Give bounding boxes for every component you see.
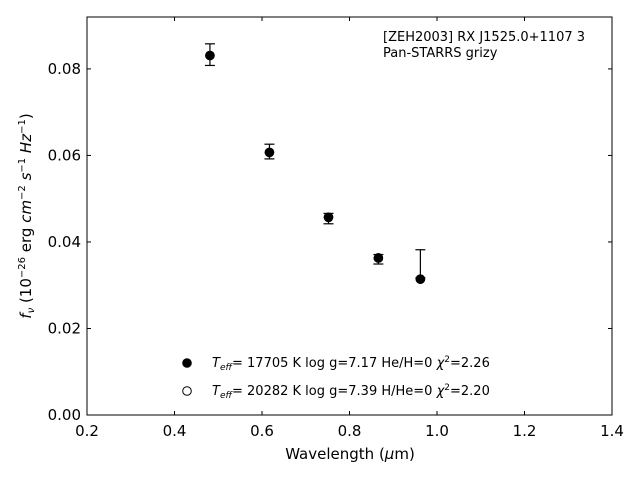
legend: Teff= 17705 K log g=7.17 He/H=0 χ2=2.26 … bbox=[182, 355, 490, 401]
axis-ticks: 0.2 0.4 0.6 0.8 1.0 1.2 1.4 0.00 0.02 0.04 0.06 0.0… bbox=[48, 17, 624, 440]
x-tick-label: 0.4 bbox=[163, 422, 187, 440]
annotation-line-2: Pan-STARRS grizy bbox=[383, 46, 498, 61]
legend-marker-filled bbox=[182, 358, 192, 368]
x-tick-label: 1.4 bbox=[600, 422, 624, 440]
x-tick-label: 0.2 bbox=[75, 422, 99, 440]
y-tick-label: 0.04 bbox=[48, 233, 81, 251]
legend-marker-open bbox=[182, 386, 192, 396]
x-tick-label: 1.2 bbox=[513, 422, 537, 440]
y-tick-label: 0.02 bbox=[48, 319, 81, 337]
model-point-open bbox=[264, 147, 275, 158]
y-tick-label: 0.00 bbox=[48, 406, 81, 424]
y-axis-label: fν (10−26 erg cm−2 s−1 Hz−1) bbox=[17, 113, 37, 318]
y-tick-label: 0.06 bbox=[48, 146, 81, 164]
legend-label-1: Teff= 17705 K log g=7.17 He/H=0 χ2=2.26 bbox=[212, 355, 490, 373]
x-tick-label: 0.6 bbox=[250, 422, 274, 440]
model-point-open bbox=[373, 253, 384, 263]
y-tick-label: 0.08 bbox=[48, 60, 81, 78]
annotation-line-1: [ZEH2003] RX J1525.0+1107 3 bbox=[383, 30, 585, 45]
x-tick-label: 0.8 bbox=[338, 422, 362, 440]
data-points bbox=[205, 50, 426, 284]
legend-label-2: Teff= 20282 K log g=7.39 H/He=0 χ2=2.20 bbox=[212, 383, 490, 401]
model-point-open bbox=[205, 50, 215, 61]
x-tick-label: 1.0 bbox=[425, 422, 449, 440]
model-point-open bbox=[323, 212, 334, 223]
x-axis-label: Wavelength (μm) bbox=[285, 445, 415, 463]
model-point-open bbox=[415, 274, 426, 284]
